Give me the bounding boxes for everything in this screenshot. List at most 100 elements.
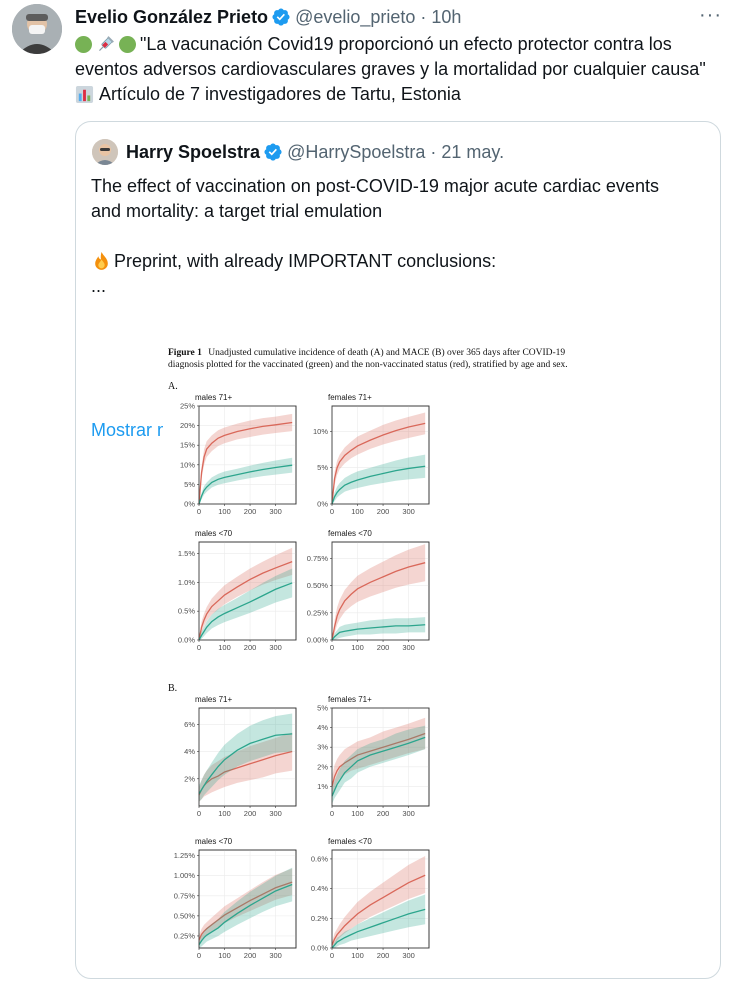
plot-frame <box>198 541 297 641</box>
y-tick-label: 15% <box>180 441 195 450</box>
x-tick-label: 200 <box>377 809 390 818</box>
panel-title: males <70 <box>195 837 233 846</box>
panel-title: females <70 <box>328 529 372 538</box>
y-tick-label: 0.5% <box>178 607 195 616</box>
x-tick-label: 100 <box>218 643 231 652</box>
x-tick-label: 0 <box>330 951 334 960</box>
quoted-text-line-1: The effect of vaccination on post-COVID-… <box>91 176 659 196</box>
x-tick-label: 300 <box>402 951 415 960</box>
series-line <box>331 422 426 505</box>
series-line <box>198 582 293 641</box>
series-line <box>331 874 426 946</box>
quoted-author-avatar[interactable] <box>92 139 118 165</box>
quoted-author-name[interactable]: Harry Spoelstra <box>126 141 261 162</box>
x-tick-label: 0 <box>197 643 201 652</box>
figure-caption-line-1: Unadjusted cumulative incidence of death… <box>208 347 565 358</box>
plot-frame <box>198 405 297 505</box>
fire-icon <box>95 252 108 270</box>
plot-frame <box>331 849 430 949</box>
x-tick-label: 0 <box>197 507 201 516</box>
chart-panel: 0.0% 0.2% 0.4% 0.6% 0 100 200 300 females <70 <box>311 837 430 960</box>
x-tick-label: 300 <box>269 951 282 960</box>
y-tick-label: 0.2% <box>311 914 328 923</box>
x-tick-label: 200 <box>377 643 390 652</box>
plot-area <box>331 405 430 505</box>
y-tick-label: 0.25% <box>174 931 196 940</box>
x-tick-label: 100 <box>351 507 364 516</box>
section-a-label: A. <box>168 381 178 392</box>
x-tick-label: 0 <box>330 809 334 818</box>
quoted-author-handle[interactable]: @HarrySpoelstra <box>287 141 426 162</box>
y-tick-label: 2% <box>317 762 328 771</box>
panel-title: females 71+ <box>328 393 372 402</box>
figure-caption-label: Figure 1 <box>168 348 202 358</box>
tweet-text-line-2: eventos adversos cardiovasculares graves… <box>75 59 706 79</box>
author-handle[interactable]: @evelio_prieto <box>295 6 416 27</box>
x-tick-label: 200 <box>377 951 390 960</box>
green-circle-icon <box>119 36 136 53</box>
y-tick-label: 0% <box>184 500 195 509</box>
dot-separator: · <box>420 6 427 27</box>
series-line <box>198 464 293 505</box>
y-tick-label: 0.00% <box>307 636 329 645</box>
svg-text:Figure 1 Unadjusted cumu: Figure 1 Unadjusted cumulative incidence… <box>168 347 565 358</box>
verified-badge-icon <box>264 143 282 161</box>
confidence-band <box>332 855 426 948</box>
series-line <box>198 881 293 941</box>
figure-image: Figure 1 Unadjusted cumulative incidence… <box>163 344 643 976</box>
confidence-band <box>332 617 426 640</box>
series-line <box>331 562 426 641</box>
chart-panel: 0.25% 0.50% 0.75% 1.00% 1.25% 0 100 200 300 males… <box>174 837 297 960</box>
quoted-tweet-header: Harry Spoelstra @HarrySpoelstra · 21 may… <box>126 139 504 165</box>
plot-frame <box>331 405 430 505</box>
plot-area <box>331 707 430 807</box>
quoted-ellipsis: ... <box>91 276 107 296</box>
confidence-band <box>332 454 426 504</box>
quoted-tweet-date[interactable]: 21 may. <box>441 141 505 162</box>
x-tick-label: 300 <box>269 643 282 652</box>
y-tick-label: 4% <box>184 747 195 756</box>
x-tick-label: 200 <box>244 643 257 652</box>
author-avatar[interactable] <box>12 4 62 54</box>
chart-panel: 0.00% 0.25% 0.50% 0.75% 0 100 200 300 females <7… <box>307 529 430 652</box>
series-line <box>331 736 426 797</box>
panel-title: females 71+ <box>328 695 372 704</box>
series-line <box>331 465 426 505</box>
tweet-text: "La vacunación Covid19 proporcionó un ef… <box>75 32 725 107</box>
x-tick-label: 300 <box>269 809 282 818</box>
y-tick-label: 25% <box>180 402 195 411</box>
series-line <box>198 421 293 505</box>
author-name[interactable]: Evelio González Prieto <box>75 6 269 27</box>
confidence-band <box>332 412 426 504</box>
series-line <box>198 560 293 641</box>
y-tick-label: 0.75% <box>174 891 196 900</box>
more-icon[interactable]: ··· <box>699 4 722 26</box>
x-tick-label: 100 <box>218 809 231 818</box>
y-tick-label: 0.50% <box>307 581 329 590</box>
y-tick-label: 4% <box>317 723 328 732</box>
panel-title: females <70 <box>328 837 372 846</box>
plot-frame <box>331 541 430 641</box>
series-line <box>198 883 293 946</box>
panel-title: males 71+ <box>195 393 232 402</box>
y-tick-label: 6% <box>184 720 195 729</box>
figure-caption-line-2: diagnosis plotted for the vaccinated (gr… <box>168 359 568 370</box>
chart-panel: 0.0% 0.5% 1.0% 1.5% 0 100 200 300 males <70 <box>178 529 297 652</box>
plot-area <box>198 541 297 641</box>
y-tick-label: 5% <box>317 463 328 472</box>
plot-frame <box>198 849 297 949</box>
y-tick-label: 3% <box>317 743 328 752</box>
y-tick-label: 2% <box>184 774 195 783</box>
x-tick-label: 300 <box>402 809 415 818</box>
series-line <box>198 733 293 795</box>
y-tick-label: 1.5% <box>178 549 195 558</box>
green-circle-icon <box>75 36 92 53</box>
chart-panel: 1% 2% 3% 4% 5% 0 100 200 300 females 71+ <box>317 695 430 818</box>
tweet-time[interactable]: 10h <box>431 6 462 27</box>
y-tick-label: 5% <box>317 704 328 713</box>
x-tick-label: 300 <box>269 507 282 516</box>
y-tick-label: 10% <box>180 460 195 469</box>
quoted-tweet-card[interactable]: Harry Spoelstra @HarrySpoelstra · 21 may… <box>75 121 721 979</box>
y-tick-label: 0% <box>317 500 328 509</box>
x-tick-label: 100 <box>351 643 364 652</box>
